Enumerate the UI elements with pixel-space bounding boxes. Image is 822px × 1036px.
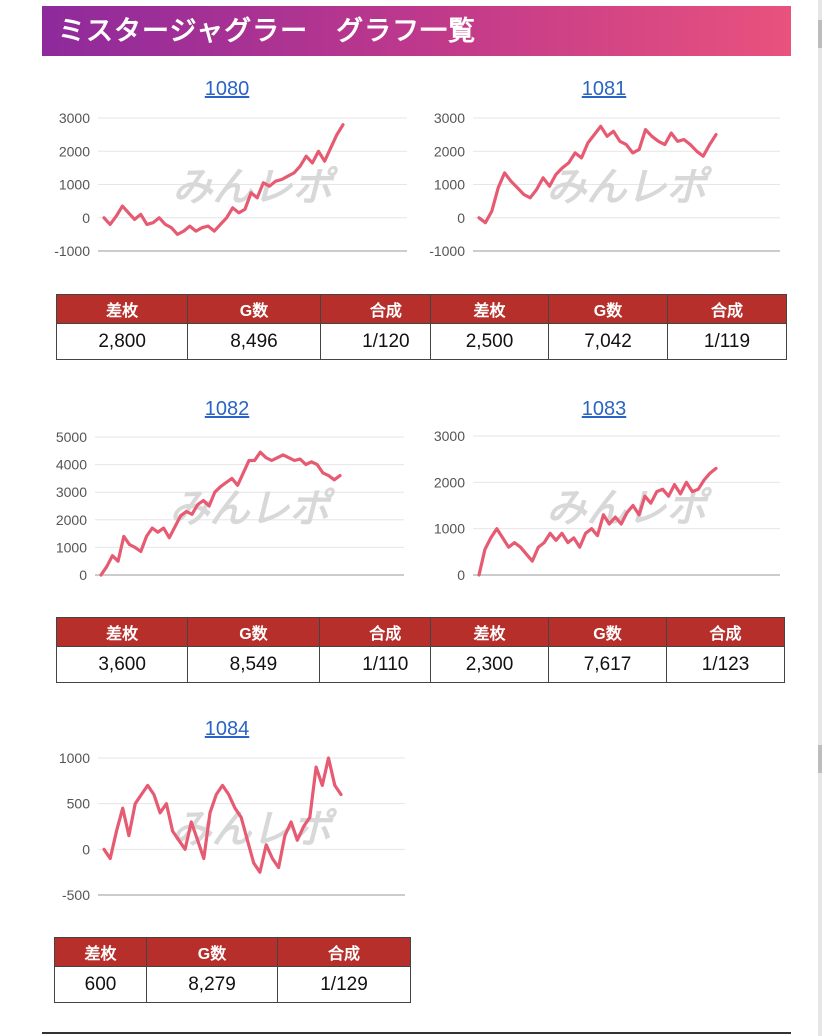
y-tick-label: -1000	[54, 243, 90, 259]
stat-diff: 3,600	[55, 646, 189, 683]
y-tick-label: 1000	[434, 177, 465, 193]
series-line	[99, 450, 342, 577]
stats-header: G数	[187, 617, 320, 647]
stats-header: G数	[187, 294, 321, 324]
stats-table: 差枚 G数 合成 3,600 8,549 1/110	[55, 617, 453, 683]
stat-diff: 2,300	[430, 646, 549, 683]
stat-games: 8,496	[187, 323, 321, 360]
stat-games: 7,617	[548, 646, 667, 683]
stat-rate: 1/123	[666, 646, 785, 683]
stats-header: 差枚	[430, 617, 549, 647]
y-tick-label: 1000	[56, 539, 87, 555]
series-line	[477, 466, 718, 577]
y-tick-label: 2000	[59, 143, 90, 159]
scrollbar-marker	[818, 745, 822, 773]
stats-header: 合成	[667, 294, 787, 324]
stat-games: 8,279	[146, 966, 278, 1003]
stat-diff: 600	[54, 966, 147, 1003]
watermark: みんレポ	[547, 165, 713, 211]
y-tick-label: -500	[62, 887, 90, 903]
y-tick-label: 4000	[56, 457, 87, 473]
y-tick-label: 1000	[434, 521, 465, 537]
chart-title-link[interactable]: 1083	[581, 398, 627, 420]
stats-header: G数	[146, 937, 278, 967]
y-tick-label: 0	[82, 841, 90, 857]
chart-panel-1084: 1084 -500 0 500 1000 みんレポ差枚 G数 合成 600 8,279 1/129	[42, 718, 412, 1003]
stats-header: 差枚	[55, 294, 189, 324]
series-line	[102, 756, 343, 874]
stats-table: 差枚 G数 合成 2,300 7,617 1/123	[430, 617, 785, 683]
stats-header: G数	[548, 294, 668, 324]
series-line	[102, 123, 345, 236]
y-tick-label: 1000	[59, 177, 90, 193]
stats-header: 合成	[277, 937, 411, 967]
y-tick-label: 0	[457, 210, 465, 226]
line-chart: -1000 0 1000 2000 3000 みんレポ	[54, 110, 407, 259]
scrollbar-thumb[interactable]	[818, 20, 822, 48]
watermark: みんレポ	[170, 486, 336, 532]
y-tick-label: 0	[79, 567, 87, 583]
stat-rate: 1/119	[667, 323, 787, 360]
stats-header: 合成	[318, 617, 453, 647]
chart-panel-1081: 1081 -1000 0 1000 2000 3000 みんレポ差枚 G数 合成 2,500 7,0…	[418, 78, 790, 360]
bottom-divider	[42, 1032, 791, 1034]
stats-header: G数	[548, 617, 667, 647]
stat-rate: 1/120	[319, 323, 453, 360]
stats-header: 差枚	[430, 294, 549, 324]
y-tick-label: 3000	[59, 110, 90, 126]
y-tick-label: 2000	[434, 143, 465, 159]
chart-title-link[interactable]: 1080	[204, 78, 250, 100]
chart-title-link[interactable]: 1084	[204, 718, 250, 740]
stats-header: 合成	[666, 617, 785, 647]
watermark: みんレポ	[173, 165, 339, 211]
line-chart: 0 1000 2000 3000 4000 5000 みんレポ	[56, 429, 404, 583]
stat-games: 7,042	[548, 323, 668, 360]
stat-diff: 2,800	[55, 323, 189, 360]
y-tick-label: 3000	[56, 484, 87, 500]
scrollbar-track[interactable]	[818, 0, 822, 1036]
stat-diff: 2,500	[430, 323, 549, 360]
stat-games: 8,549	[187, 646, 320, 683]
watermark: みんレポ	[172, 807, 338, 853]
series-line	[477, 124, 718, 225]
y-tick-label: -1000	[429, 243, 465, 259]
y-tick-label: 3000	[434, 110, 465, 126]
stats-table: 差枚 G数 合成 600 8,279 1/129	[54, 937, 411, 1003]
stats-header: 差枚	[54, 937, 147, 967]
y-tick-label: 500	[67, 796, 91, 812]
y-tick-label: 0	[82, 210, 90, 226]
y-tick-label: 2000	[434, 474, 465, 490]
y-tick-label: 0	[457, 567, 465, 583]
stat-rate: 1/110	[318, 646, 453, 683]
y-tick-label: 3000	[434, 428, 465, 444]
line-chart: -1000 0 1000 2000 3000 みんレポ	[429, 110, 780, 259]
chart-title-link[interactable]: 1082	[204, 398, 250, 420]
chart-panel-1080: 1080 -1000 0 1000 2000 3000 みんレポ差枚 G数 合成 2,800 8,4…	[42, 78, 453, 360]
y-tick-label: 1000	[59, 750, 90, 766]
page-title: ミスタージャグラー グラフ一覧	[58, 16, 477, 46]
chart-panel-1082: 1082 0 1000 2000 3000 4000 5000 みんレポ差枚 G数 合成 3,600…	[42, 398, 453, 683]
chart-title-link[interactable]: 1081	[581, 78, 627, 100]
y-tick-label: 5000	[56, 429, 87, 445]
stat-rate: 1/129	[277, 966, 411, 1003]
line-chart: -500 0 500 1000 みんレポ	[59, 750, 405, 903]
stats-table: 差枚 G数 合成 2,800 8,496 1/120	[55, 294, 453, 360]
stats-table: 差枚 G数 合成 2,500 7,042 1/119	[430, 294, 787, 360]
y-tick-label: 2000	[56, 512, 87, 528]
chart-panel-1083: 1083 0 1000 2000 3000 みんレポ 差枚 G数 合成 2,300 7,617 1/1…	[418, 398, 790, 683]
stats-header: 差枚	[55, 617, 189, 647]
page-header: ミスタージャグラー グラフ一覧	[42, 6, 791, 56]
